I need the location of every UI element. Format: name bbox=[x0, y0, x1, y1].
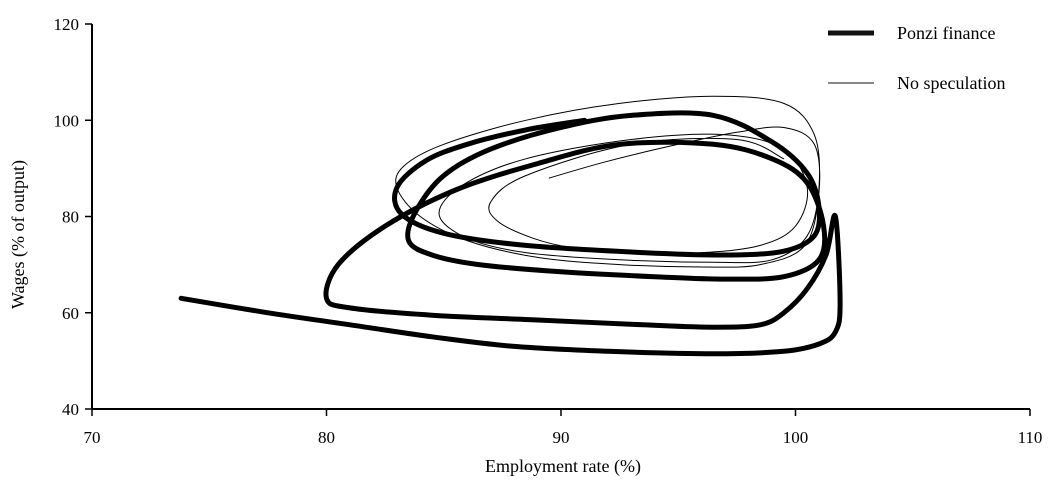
x-tick-label-80: 80 bbox=[318, 428, 335, 447]
legend: Ponzi finance No speculation bbox=[828, 23, 1005, 93]
y-tick-label-120: 120 bbox=[54, 15, 80, 34]
y-tick-label-80: 80 bbox=[62, 208, 79, 227]
series-line-no-speculation bbox=[395, 95, 821, 268]
x-tick-label-100: 100 bbox=[783, 428, 809, 447]
legend-label-no-speculation: No speculation bbox=[897, 73, 1005, 93]
y-axis-label: Wages (% of output) bbox=[8, 160, 29, 309]
series-line-ponzi-finance bbox=[178, 110, 843, 357]
x-tick-label-110: 110 bbox=[1018, 428, 1043, 447]
y-tick-label-40: 40 bbox=[62, 400, 79, 419]
y-tick-label-60: 60 bbox=[62, 304, 79, 323]
series-layer bbox=[178, 95, 843, 357]
x-tick-label-90: 90 bbox=[553, 428, 570, 447]
x-tick-label-70: 70 bbox=[84, 428, 101, 447]
legend-label-ponzi-finance: Ponzi finance bbox=[897, 23, 995, 43]
x-axis-label: Employment rate (%) bbox=[485, 456, 641, 477]
ticks-layer: 70 80 90 100 110 40 60 80 100 120 bbox=[54, 15, 1043, 447]
y-tick-label-100: 100 bbox=[54, 111, 80, 130]
